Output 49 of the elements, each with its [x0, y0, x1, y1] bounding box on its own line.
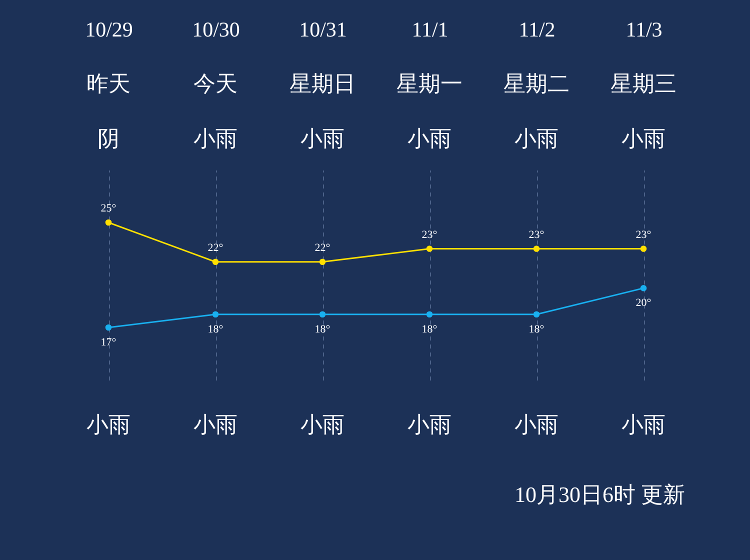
point [426, 246, 433, 252]
text: 星期三 [610, 71, 676, 96]
text: 小雨 [514, 126, 558, 151]
point [533, 246, 540, 252]
data-label: 18° [422, 323, 438, 336]
data-label: 23° [528, 228, 544, 241]
x-tick-label: 10/30 [192, 18, 240, 42]
data-label: 22° [314, 242, 330, 254]
data-label: 17° [100, 336, 116, 348]
x-tick-label: 10/29 [85, 18, 133, 42]
x-tick-label: 10/31 [299, 18, 347, 42]
text: 星期日 [290, 71, 356, 96]
text: 小雨 [514, 412, 558, 437]
text: 小雨 [300, 126, 344, 151]
text: 小雨 [408, 126, 452, 151]
text: 小雨 [622, 412, 666, 437]
text: 小雨 [194, 126, 238, 151]
point [212, 311, 219, 318]
text: 小雨 [622, 126, 666, 151]
point [105, 219, 112, 226]
text: 小雨 [86, 412, 130, 437]
data-label: 23° [422, 228, 438, 241]
point [640, 284, 647, 292]
data-label: 23° [636, 228, 652, 241]
data-label: 25° [100, 202, 116, 214]
data-label: 22° [208, 242, 224, 254]
text: 10月30日6时 更新 [514, 482, 685, 507]
text: 星期二 [504, 71, 570, 96]
point [533, 311, 540, 318]
data-label: 18° [208, 323, 224, 336]
point [426, 311, 433, 318]
point [212, 258, 219, 266]
text: 昨天 [86, 71, 130, 96]
point [105, 324, 112, 331]
point [319, 258, 326, 266]
point [640, 246, 647, 252]
x-tick-label: 11/2 [518, 18, 556, 42]
text: 小雨 [194, 412, 238, 437]
point [319, 311, 326, 318]
x-tick-label: 11/1 [412, 18, 448, 42]
text: 阴 [98, 126, 120, 151]
data-label: 18° [314, 323, 330, 336]
text: 小雨 [408, 412, 452, 437]
text: 小雨 [300, 412, 344, 437]
x-tick-label: 11/3 [626, 18, 662, 42]
text: 星期一 [396, 71, 462, 96]
data-label: 18° [528, 323, 544, 336]
text: 今天 [194, 71, 238, 96]
data-label: 20° [636, 297, 652, 310]
